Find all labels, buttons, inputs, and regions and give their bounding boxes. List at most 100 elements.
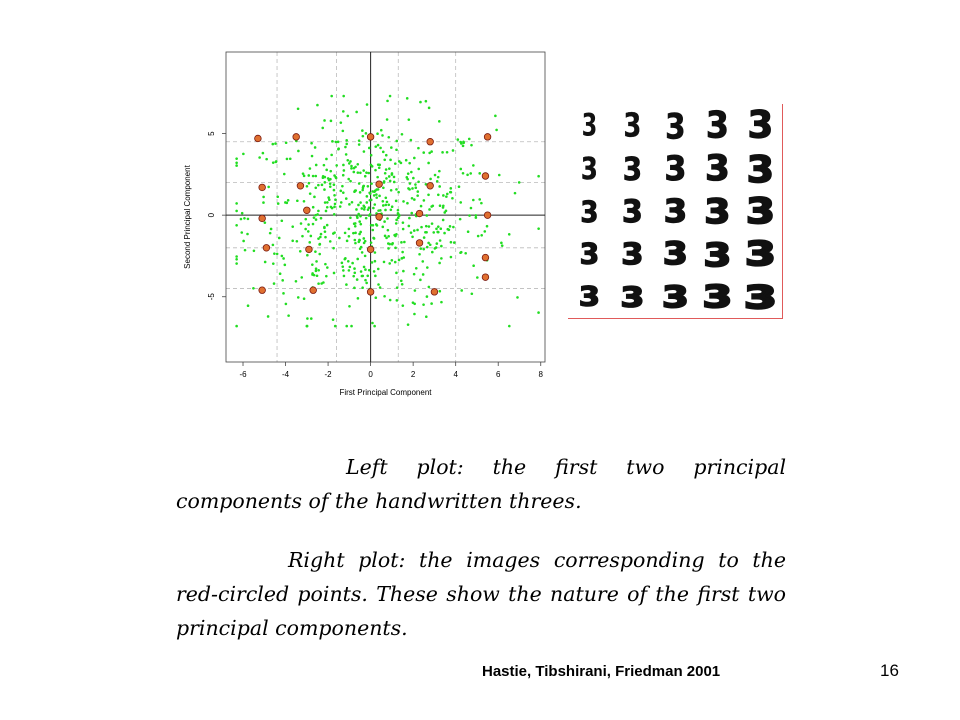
data-point [326, 266, 329, 269]
data-point [356, 216, 359, 220]
data-point [368, 192, 372, 195]
data-point [372, 236, 375, 240]
data-point [393, 260, 397, 264]
data-point [449, 187, 453, 190]
data-point [469, 172, 473, 175]
data-point [302, 174, 306, 178]
data-point [469, 206, 473, 210]
data-point [344, 197, 348, 200]
data-point [323, 119, 326, 122]
data-point [370, 165, 374, 168]
data-point [311, 205, 315, 209]
data-point [323, 201, 327, 204]
data-point [339, 189, 343, 193]
x-tick-label: 4 [453, 370, 458, 379]
data-point [359, 222, 363, 226]
digit-image-cell: 3 [610, 189, 655, 234]
data-point [323, 188, 326, 191]
data-point [416, 228, 419, 232]
data-point [408, 182, 412, 185]
data-point [329, 177, 332, 181]
digit-image-cell: 3 [610, 104, 655, 148]
data-point [364, 278, 367, 282]
data-point [353, 224, 357, 228]
data-point [235, 164, 238, 167]
data-point [449, 255, 453, 259]
digit-glyph: 3 [701, 280, 734, 315]
data-point [357, 143, 361, 146]
data-point [369, 153, 373, 157]
data-point [262, 195, 265, 199]
data-point [385, 200, 389, 204]
data-point [425, 245, 429, 249]
digit-image-cell: 3 [739, 146, 783, 191]
data-point [265, 157, 268, 161]
data-point [343, 231, 347, 235]
data-point [436, 225, 440, 228]
data-point [472, 164, 475, 167]
data-point [285, 157, 289, 161]
data-point [393, 162, 397, 165]
data-point [235, 157, 238, 160]
data-point [325, 157, 328, 161]
data-point [328, 185, 332, 188]
data-point [359, 214, 362, 218]
data-point [305, 184, 309, 188]
data-point [309, 317, 313, 320]
data-point [333, 205, 336, 209]
data-point [382, 186, 385, 190]
data-point [322, 163, 326, 167]
data-point [365, 201, 369, 204]
data-point [400, 282, 404, 286]
data-point [390, 259, 394, 262]
x-tick-label: -2 [325, 370, 333, 379]
data-point [401, 250, 404, 254]
data-point [394, 199, 398, 203]
data-point [537, 174, 540, 178]
data-point [335, 164, 338, 167]
data-point [307, 181, 311, 185]
data-point [371, 321, 374, 325]
data-point [395, 148, 398, 152]
highlighted-point [481, 172, 490, 180]
data-point [359, 270, 363, 273]
data-point [360, 207, 364, 210]
data-point [280, 219, 284, 223]
data-point [447, 228, 451, 232]
data-point [367, 171, 371, 175]
data-point [395, 218, 398, 222]
data-point [320, 183, 324, 187]
digit-image-cell: 3 [568, 104, 612, 148]
data-point [388, 298, 392, 302]
data-point [332, 271, 336, 275]
data-point [438, 169, 441, 173]
data-point [395, 188, 398, 191]
data-point [353, 238, 357, 242]
data-point [367, 268, 371, 272]
data-point [286, 198, 290, 202]
data-point [374, 296, 378, 300]
data-point [326, 201, 329, 204]
data-point [235, 324, 238, 328]
data-point [235, 262, 238, 265]
data-point [317, 237, 320, 240]
data-point [437, 230, 440, 234]
data-point [311, 263, 314, 266]
data-point [301, 234, 304, 238]
data-point [318, 252, 322, 256]
data-point [395, 299, 399, 302]
data-point [387, 175, 391, 178]
data-point [412, 272, 416, 276]
data-point [507, 233, 511, 236]
data-point [296, 107, 300, 111]
data-point [352, 274, 356, 278]
data-point [325, 223, 329, 227]
data-point [461, 171, 465, 175]
data-point [323, 230, 327, 233]
digit-image-cell: 3 [653, 104, 698, 148]
data-point [387, 247, 390, 250]
data-point [356, 162, 360, 166]
data-point [263, 221, 267, 224]
data-point [342, 269, 345, 272]
data-point [351, 261, 354, 265]
